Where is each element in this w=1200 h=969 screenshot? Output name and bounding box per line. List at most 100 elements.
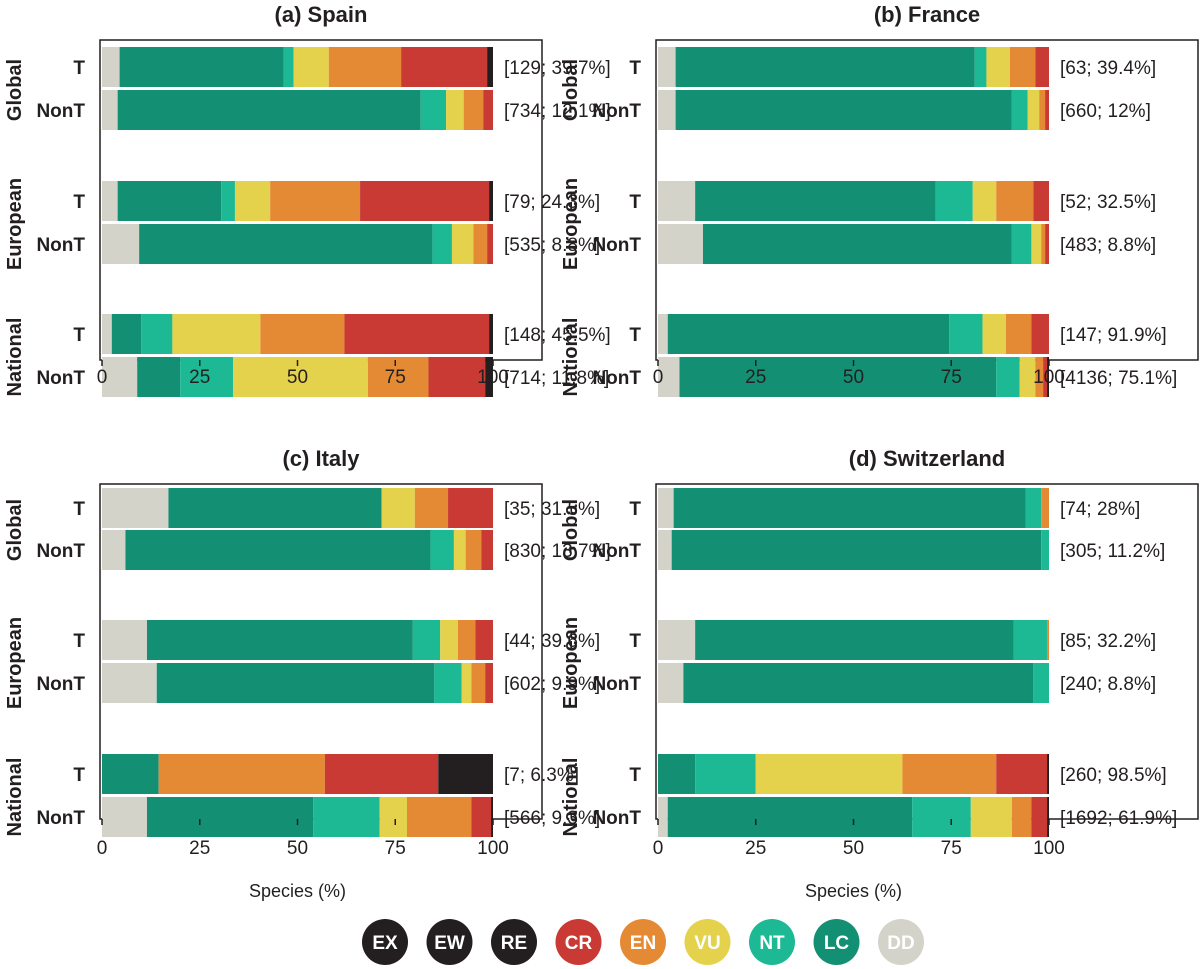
legend-label: DD: [887, 933, 914, 954]
bar-annotation: [7; 6.3%]: [504, 765, 579, 786]
bar-segment-en: [328, 47, 402, 87]
legend-item-lc: LC: [813, 919, 860, 965]
bar-segment-en: [414, 488, 449, 528]
bar-segment-vu: [972, 181, 997, 221]
bar-segment-cr: [483, 90, 494, 130]
bar-annotation: [566; 9.3%]: [504, 808, 600, 829]
legend-item-re: RE: [491, 919, 537, 965]
legend-swatch: [813, 919, 860, 965]
row-label: NonT: [36, 235, 85, 256]
bar-segment-en: [406, 797, 472, 837]
bar-segment-vu: [1027, 90, 1040, 130]
legend-item-cr: CR: [555, 919, 602, 965]
bar-segment-cr: [360, 181, 490, 221]
bar-segment-re: [485, 357, 493, 397]
bar-segment-dd: [102, 530, 126, 570]
bar-segment-nt: [430, 530, 454, 570]
bar-segment-en: [1039, 90, 1046, 130]
bar-segment-en: [367, 357, 429, 397]
group-label: National: [560, 758, 582, 837]
x-tick-label: 25: [745, 838, 766, 859]
row-label: T: [73, 765, 85, 786]
bar-segment-lc: [702, 224, 1012, 264]
bar-segment-lc: [119, 47, 284, 87]
bar-segment-nt: [695, 754, 756, 794]
legend-swatch: [555, 919, 602, 965]
legend-item-nt: NT: [749, 919, 795, 965]
x-tick-label: 0: [97, 367, 108, 388]
legend-label: EX: [372, 933, 398, 954]
bar-segment-lc: [156, 663, 435, 703]
bar-segment-re: [489, 314, 493, 354]
group-label: National: [4, 318, 26, 397]
bar-segment-cr: [481, 530, 493, 570]
x-tick-label: 50: [287, 367, 308, 388]
bar-annotation: [52; 32.5%]: [1060, 192, 1156, 213]
bar-segment-re: [489, 181, 493, 221]
legend-item-ex: EX: [362, 919, 408, 965]
bar-segment-cr: [1031, 314, 1049, 354]
bar-segment-en: [473, 224, 488, 264]
bar-segment-dd: [102, 47, 120, 87]
bar-segment-dd: [658, 663, 684, 703]
bar-segment-vu: [986, 47, 1010, 87]
bar-segment-dd: [658, 488, 674, 528]
legend-swatch: [749, 919, 795, 965]
group-label: Global: [4, 59, 26, 121]
legend-swatch: [684, 919, 731, 965]
bar-segment-dd: [102, 663, 157, 703]
bar-segment-en: [996, 181, 1034, 221]
bar-segment-nt: [1033, 663, 1049, 703]
bar-segment-re: [491, 797, 494, 837]
bar-segment-lc: [675, 90, 1012, 130]
bar-annotation: [148; 45.5%]: [504, 325, 611, 346]
bar-annotation: [602; 9.9%]: [504, 674, 600, 695]
group-label: National: [4, 758, 26, 837]
x-tick-label: 25: [745, 367, 766, 388]
panel-title: (d) Switzerland: [849, 446, 1005, 471]
bar-segment-nt: [412, 620, 441, 660]
row-label: NonT: [36, 674, 85, 695]
group-label: National: [560, 318, 582, 397]
bar-segment-re: [438, 754, 493, 794]
bar-segment-en: [1009, 47, 1036, 87]
bar-segment-cr: [1045, 224, 1049, 264]
row-label: NonT: [592, 235, 641, 256]
x-tick-label: 50: [843, 367, 864, 388]
bar-segment-en: [902, 754, 997, 794]
bar-segment-lc: [146, 797, 314, 837]
legend-swatch: [426, 919, 473, 965]
x-tick-label: 50: [287, 838, 308, 859]
row-label: T: [629, 192, 641, 213]
bar-segment-cr: [1043, 357, 1048, 397]
bar-segment-re: [1047, 754, 1050, 794]
bar-annotation: [240; 8.8%]: [1060, 674, 1156, 695]
bar-segment-dd: [102, 488, 169, 528]
bar-segment-en: [1041, 224, 1046, 264]
bar-segment-cr: [487, 224, 493, 264]
bar-segment-nt: [313, 797, 380, 837]
bar-segment-nt: [974, 47, 987, 87]
x-tick-label: 0: [653, 367, 664, 388]
bar-annotation: [535; 8.8%]: [504, 235, 600, 256]
bar-segment-vu: [440, 620, 458, 660]
bar-segment-dd: [102, 314, 112, 354]
row-label: T: [629, 58, 641, 79]
row-label: T: [73, 325, 85, 346]
bar-segment-nt: [221, 181, 235, 221]
group-label: European: [4, 617, 26, 709]
row-label: NonT: [592, 808, 641, 829]
x-tick-label: 100: [477, 367, 509, 388]
legend-label: EN: [630, 933, 656, 954]
bar-segment-cr: [471, 797, 492, 837]
x-tick-label: 100: [1033, 367, 1065, 388]
bar-segment-re: [487, 47, 493, 87]
row-label: NonT: [36, 101, 85, 122]
row-label: T: [73, 192, 85, 213]
bar-segment-cr: [1045, 90, 1049, 130]
x-axis-label: Species (%): [249, 881, 346, 901]
bar-segment-dd: [658, 530, 672, 570]
legend-label: NT: [759, 933, 785, 954]
bar-segment-en: [457, 620, 476, 660]
bar-segment-nt: [1011, 90, 1028, 130]
